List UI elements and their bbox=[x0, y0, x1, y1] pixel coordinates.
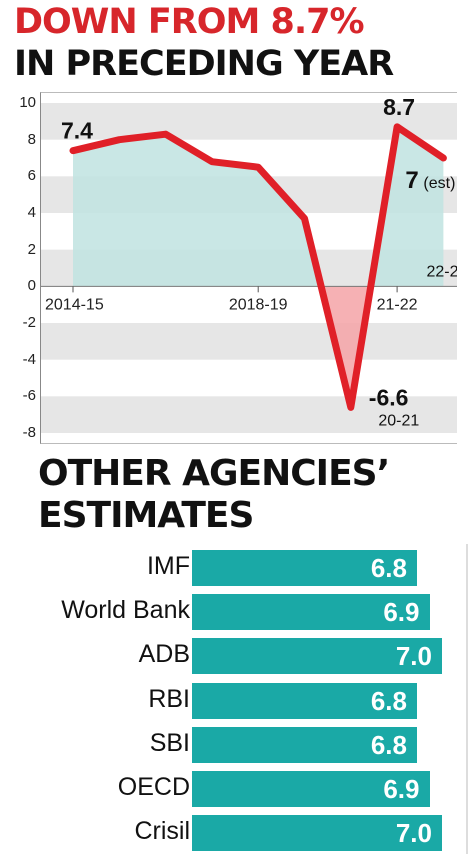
grid-band bbox=[41, 103, 457, 140]
data-point bbox=[394, 123, 401, 130]
y-tick-label: 4 bbox=[27, 204, 36, 221]
y-tick-label: 0 bbox=[27, 277, 36, 295]
agency-value-label: 6.8 bbox=[370, 729, 407, 760]
y-tick-label: 10 bbox=[19, 94, 36, 111]
agency-value-label: 6.8 bbox=[370, 553, 407, 583]
agency-value-label: 7.0 bbox=[395, 641, 432, 672]
y-tick-label: 2 bbox=[27, 240, 36, 258]
agency-bar: 7.0 bbox=[192, 638, 442, 675]
data-point bbox=[208, 158, 215, 165]
y-tick-label: -6 bbox=[22, 387, 36, 405]
headline-line-1: DOWN FROM 8.7% bbox=[14, 2, 365, 42]
agency-bar: 6.8 bbox=[192, 550, 417, 586]
agency-name: SBI bbox=[149, 728, 190, 757]
agency-row: OECD 6.9 bbox=[0, 771, 474, 807]
data-point bbox=[70, 147, 76, 154]
y-tick-label: -2 bbox=[22, 314, 36, 331]
agency-row: RBI 6.8 bbox=[0, 682, 474, 719]
annotation-label: 7.4 bbox=[61, 118, 93, 144]
grid-band bbox=[41, 323, 457, 360]
agency-name: Crisil bbox=[134, 817, 190, 846]
x-tick-label: 21-22 bbox=[377, 296, 418, 313]
agency-bar: 6.8 bbox=[192, 726, 417, 763]
annotation-suffix: (est) bbox=[423, 175, 455, 192]
agency-row: World Bank 6.9 bbox=[0, 594, 474, 631]
data-point bbox=[301, 215, 308, 222]
area-positive bbox=[73, 126, 444, 287]
data-point bbox=[440, 155, 447, 161]
agency-value-label: 6.9 bbox=[383, 774, 420, 804]
grid-band bbox=[41, 396, 457, 433]
agencies-title-line-1: OTHER AGENCIES’ bbox=[38, 453, 390, 494]
y-tick-label: 6 bbox=[27, 167, 36, 185]
x-tick-label: 2014-15 bbox=[45, 296, 104, 313]
agency-bar: 6.9 bbox=[192, 594, 430, 631]
y-tick-label: -8 bbox=[22, 424, 36, 441]
data-point bbox=[162, 131, 169, 138]
agency-bar: 6.8 bbox=[192, 682, 417, 719]
agency-name: ADB bbox=[138, 640, 190, 669]
y-tick-label: -4 bbox=[22, 350, 36, 368]
line-chart-svg: 2014-15 2018-19 21-22 7.4 8.7 7 (est) 22-23 -6.6… bbox=[41, 94, 457, 433]
agency-row: IMF 6.8 bbox=[0, 550, 474, 586]
agency-name: IMF bbox=[146, 552, 190, 580]
agency-name: World Bank bbox=[61, 596, 190, 625]
side-rule bbox=[466, 544, 468, 854]
data-point bbox=[116, 136, 123, 143]
headline-line-2: IN PRECEDING YEAR bbox=[14, 44, 394, 84]
x-tick-label: 2018-19 bbox=[229, 296, 288, 313]
area-negative bbox=[73, 286, 444, 408]
agency-row: Crisil 7.0 bbox=[0, 815, 474, 852]
agency-bar: 7.0 bbox=[192, 815, 442, 852]
agency-value-label: 6.8 bbox=[370, 685, 407, 716]
agency-value-label: 7.0 bbox=[395, 818, 432, 849]
agencies-title-line-2: ESTIMATES bbox=[38, 495, 254, 536]
annotation-label: 8.7 bbox=[383, 94, 415, 120]
agency-bar: 6.9 bbox=[192, 771, 430, 807]
agency-row: SBI 6.8 bbox=[0, 726, 474, 763]
data-point bbox=[255, 164, 262, 171]
annotation-label: 7 bbox=[405, 167, 418, 194]
annotation-label: -6.6 bbox=[369, 384, 409, 410]
annotation-sublabel: 20-21 bbox=[378, 412, 419, 429]
agency-value-label: 6.9 bbox=[383, 597, 420, 628]
gdp-line-chart: 2014-15 2018-19 21-22 7.4 8.7 7 (est) 22-23 -6.6… bbox=[19, 92, 457, 444]
agency-name: RBI bbox=[148, 684, 190, 713]
data-point bbox=[347, 404, 354, 411]
annotation-sublabel: 22-23 bbox=[426, 263, 457, 280]
agency-name: OECD bbox=[117, 773, 190, 801]
y-tick-label: 8 bbox=[27, 130, 36, 148]
agency-row: ADB 7.0 bbox=[0, 638, 474, 675]
